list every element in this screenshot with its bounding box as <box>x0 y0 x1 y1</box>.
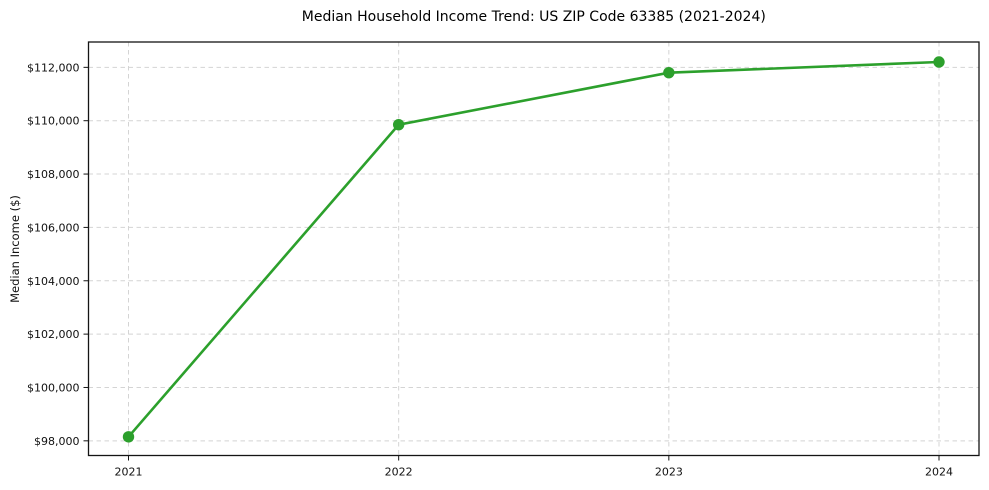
y-tick-label: $98,000 <box>34 435 80 448</box>
y-tick-label: $102,000 <box>27 328 80 341</box>
y-tick-label: $106,000 <box>27 221 80 234</box>
axis-layer: $98,000 $100,000 $102,000 $104,000 $106,000 $… <box>27 41 980 479</box>
x-tick-label: 2022 <box>385 466 413 479</box>
x-tick-label: 2023 <box>655 466 683 479</box>
data-point <box>933 56 945 68</box>
axes-spines <box>87 41 980 457</box>
series-layer <box>122 56 945 443</box>
y-tick-label: $104,000 <box>27 275 80 288</box>
y-axis-label: Median Income ($) <box>8 195 22 303</box>
y-tick-label: $108,000 <box>27 168 80 181</box>
grid-layer <box>88 42 979 456</box>
chart-title: Median Household Income Trend: US ZIP Co… <box>302 9 766 25</box>
data-point <box>392 119 405 131</box>
y-tick-label: $112,000 <box>27 61 80 74</box>
y-tick-label: $110,000 <box>27 115 80 128</box>
data-point <box>122 431 135 443</box>
x-tick-label: 2021 <box>115 466 143 479</box>
trend-line <box>127 60 941 439</box>
data-point <box>663 66 675 79</box>
y-tick-label: $100,000 <box>27 381 80 394</box>
x-tick-label: 2024 <box>925 466 953 479</box>
